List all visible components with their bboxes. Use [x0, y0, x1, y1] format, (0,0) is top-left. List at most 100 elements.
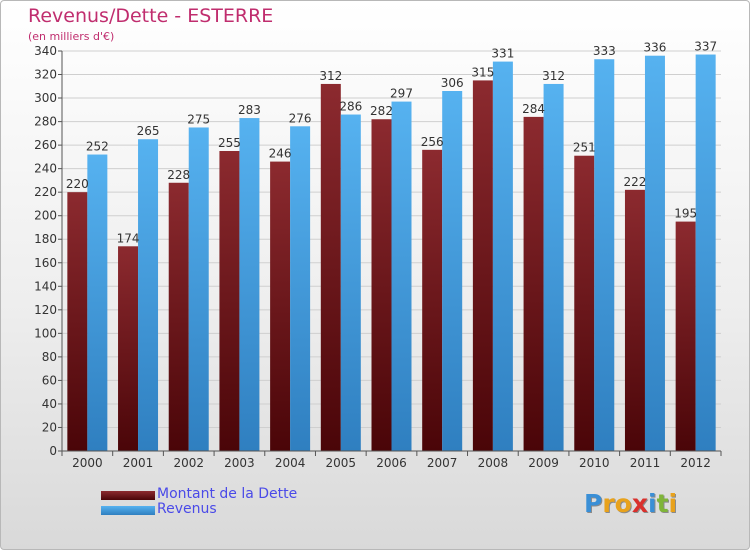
data-label: 251 [573, 141, 596, 155]
bar-dette [168, 182, 189, 451]
y-tick-label: 300 [34, 91, 57, 105]
data-label: 246 [269, 147, 292, 161]
y-tick-label: 160 [34, 256, 57, 270]
bar-revenus [239, 118, 260, 451]
logo-letter: r [602, 489, 615, 518]
y-tick-label: 280 [34, 115, 57, 129]
data-label: 284 [522, 102, 545, 116]
y-tick-label: 180 [34, 232, 57, 246]
logo-letter: P [584, 489, 603, 518]
legend-swatch-dette [101, 491, 155, 500]
bar-revenus [391, 101, 412, 452]
bar-dette [574, 155, 595, 452]
bar-dette [270, 161, 291, 451]
data-label: 174 [117, 231, 140, 245]
data-label: 265 [137, 124, 160, 138]
logo-letter: x [631, 489, 648, 518]
y-tick-label: 80 [42, 350, 57, 364]
chart-subtitle: (en milliers d'€) [28, 30, 115, 43]
bar-dette [422, 149, 443, 451]
bar-revenus [138, 139, 159, 451]
data-label: 286 [339, 100, 362, 114]
data-label: 195 [674, 207, 697, 221]
bar-dette [675, 221, 696, 451]
bar-revenus [543, 83, 564, 452]
data-label: 252 [86, 140, 109, 154]
y-tick-label: 40 [42, 397, 57, 411]
data-label: 275 [187, 112, 210, 126]
x-tick-label: 2006 [376, 456, 407, 470]
logo-letter: i [668, 489, 678, 518]
proxiti-logo: Proxiti [584, 489, 677, 518]
bar-revenus [695, 54, 716, 451]
data-label: 283 [238, 103, 261, 117]
y-tick-label: 20 [42, 420, 57, 434]
x-tick-label: 2003 [224, 456, 255, 470]
y-tick-label: 120 [34, 303, 57, 317]
data-label: 312 [319, 69, 342, 83]
x-tick-label: 2001 [123, 456, 154, 470]
y-tick-label: 140 [34, 279, 57, 293]
legend-swatch-revenus [101, 506, 155, 515]
bar-dette [320, 83, 341, 452]
data-label: 315 [471, 65, 494, 79]
x-tick-label: 2011 [630, 456, 661, 470]
y-tick-label: 240 [34, 162, 57, 176]
bar-revenus [594, 59, 615, 452]
x-tick-label: 2008 [478, 456, 509, 470]
bar-revenus [442, 91, 463, 451]
x-tick-label: 2007 [427, 456, 458, 470]
logo-letter: t [656, 489, 669, 518]
y-tick-label: 100 [34, 326, 57, 340]
bar-dette [118, 246, 139, 451]
data-label: 282 [370, 104, 393, 118]
bars [67, 54, 716, 452]
bar-revenus [87, 154, 108, 451]
bar-dette [523, 116, 544, 451]
data-label: 222 [624, 175, 647, 189]
data-label: 256 [421, 135, 444, 149]
data-label: 255 [218, 136, 241, 150]
y-tick-label: 260 [34, 138, 57, 152]
data-label: 276 [289, 111, 312, 125]
bar-dette [624, 189, 645, 451]
data-label: 306 [441, 76, 464, 90]
x-tick-label: 2012 [680, 456, 711, 470]
data-label: 312 [542, 69, 565, 83]
bar-dette [472, 80, 493, 451]
bar-revenus [492, 61, 513, 452]
y-tick-label: 340 [34, 44, 57, 58]
x-tick-label: 2010 [579, 456, 610, 470]
legend-label-revenus: Revenus [157, 501, 217, 517]
x-tick-label: 2005 [326, 456, 357, 470]
y-tick-label: 60 [42, 373, 57, 387]
x-tick-label: 2002 [173, 456, 204, 470]
y-tick-label: 200 [34, 209, 57, 223]
x-tick-label: 2009 [528, 456, 559, 470]
x-tick-label: 2000 [72, 456, 103, 470]
data-labels: 220 252 174 265 228 275 255 283 246 276 312 286 282 2… [66, 40, 717, 246]
bar-revenus [644, 55, 665, 452]
data-label: 331 [491, 47, 514, 61]
bar-revenus [340, 114, 361, 451]
legend-label-dette: Montant de la Dette [157, 486, 298, 502]
data-label: 337 [694, 40, 717, 54]
x-axis-ticks: 2000 2001 2002 2003 2004 2005 2006 2007 2008 2009… [61, 451, 722, 470]
bar-dette [371, 119, 392, 451]
y-tick-label: 320 [34, 68, 57, 82]
x-tick-label: 2004 [275, 456, 306, 470]
data-label: 333 [593, 44, 616, 58]
bar-dette [219, 151, 240, 451]
y-tick-label: 0 [49, 444, 57, 458]
y-axis-ticks: 0 20 40 60 80 100 120 140 160 180 200 220 240 260 280 3… [34, 44, 62, 458]
data-label: 220 [66, 177, 89, 191]
logo-letter: o [614, 489, 632, 518]
bar-revenus [290, 126, 311, 451]
data-label: 336 [644, 41, 667, 55]
bar-revenus [188, 127, 209, 452]
logo-letter: i [648, 489, 657, 518]
data-label: 228 [167, 168, 190, 182]
data-label: 297 [390, 87, 413, 101]
